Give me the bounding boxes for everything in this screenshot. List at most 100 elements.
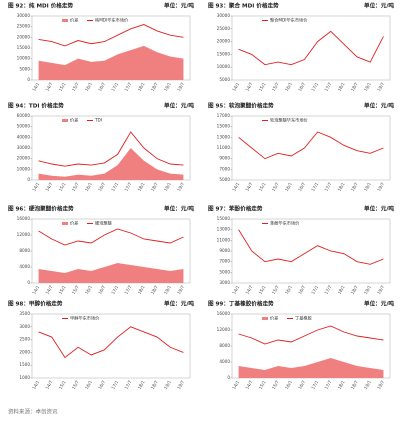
y-tick-label: 12000 [17, 232, 31, 237]
x-tick-label: 17/7 [323, 284, 332, 295]
x-tick-label: 14/7 [244, 81, 253, 92]
x-tick-label: 15/7 [71, 379, 80, 390]
y-tick-label: 10000 [17, 166, 31, 171]
y-tick-label: 7000 [219, 166, 230, 171]
legend-swatch [262, 317, 268, 320]
x-tick-label: 15/1 [258, 379, 267, 390]
x-tick-label: 17/1 [110, 284, 119, 295]
x-tick-label: 19/1 [363, 81, 372, 92]
x-tick-label: 15/1 [258, 81, 267, 92]
y-tick-label: 13000 [217, 227, 231, 232]
y-tick-label: 1500 [19, 362, 30, 367]
x-tick-label: 14/1 [231, 81, 240, 92]
x-tick-label: 19/7 [176, 81, 185, 92]
x-tick-label: 15/7 [71, 181, 80, 192]
y-tick-label: 9000 [219, 156, 230, 161]
y-tick-label: 13000 [217, 134, 231, 139]
line [38, 326, 184, 359]
legend-swatch [62, 222, 68, 225]
x-tick-label: 19/1 [163, 379, 172, 390]
y-tick-label: 2000 [19, 349, 30, 354]
x-tick-label: 17/1 [310, 284, 319, 295]
y-tick-label: 4000 [19, 264, 30, 269]
area [38, 148, 184, 180]
y-tick-label: 15000 [17, 45, 31, 50]
x-tick-label: 19/7 [176, 379, 185, 390]
line [38, 24, 184, 47]
x-tick-label: 14/7 [244, 284, 253, 295]
x-tick-label: 15/7 [271, 81, 280, 92]
x-tick-label: 16/1 [284, 181, 293, 192]
y-tick-label: 0 [27, 280, 30, 285]
y-tick-label: 10000 [217, 64, 231, 69]
x-tick-label: 18/1 [137, 181, 146, 192]
x-tick-label: 14/7 [44, 379, 53, 390]
chart-title: 图 92：纯 MDI 价格走势 [8, 2, 73, 10]
legend-label: 价差 [270, 315, 278, 321]
x-tick-label: 19/1 [363, 284, 372, 295]
legend-label: 纯MDI华东市场价 [95, 17, 129, 24]
y-tick-label: 20000 [17, 34, 31, 39]
x-tick-label: 15/7 [71, 284, 80, 295]
x-tick-label: 14/7 [44, 284, 53, 295]
x-tick-label: 15/7 [271, 379, 280, 390]
x-tick-label: 16/7 [97, 181, 106, 192]
x-tick-label: 18/1 [337, 379, 346, 390]
y-tick-label: 1000 [19, 375, 30, 380]
x-tick-label: 16/1 [84, 379, 93, 390]
plot-frame [231, 115, 391, 181]
x-tick-label: 18/1 [137, 379, 146, 390]
x-tick-label: 19/7 [376, 181, 385, 192]
legend-label: 价差 [70, 117, 78, 123]
x-tick-label: 16/7 [297, 379, 306, 390]
x-tick-label: 14/7 [44, 81, 53, 92]
x-tick-label: 18/1 [337, 284, 346, 295]
x-tick-label: 16/7 [297, 181, 306, 192]
x-tick-label: 17/7 [323, 379, 332, 390]
y-tick-label: 5000 [19, 66, 30, 71]
y-tick-label: 0 [27, 77, 30, 82]
x-tick-label: 14/1 [31, 284, 40, 295]
x-tick-label: 16/7 [97, 284, 106, 295]
line [38, 131, 184, 167]
y-tick-label: 30000 [17, 145, 31, 150]
chart-unit: 单位：元/吨 [164, 102, 194, 110]
plot-frame [231, 218, 391, 284]
footer: 资料来源：卓创资讯 [8, 408, 58, 416]
y-tick-label: 12000 [217, 327, 231, 332]
chart-title: 图 96：硬泡聚醚价格走势 [8, 205, 74, 213]
x-tick-label: 17/1 [310, 81, 319, 92]
y-tick-label: 2500 [19, 337, 30, 342]
x-tick-label: 18/1 [337, 81, 346, 92]
x-tick-label: 15/1 [58, 379, 67, 390]
y-tick-label: 25000 [217, 26, 231, 31]
x-tick-label: 17/7 [123, 81, 132, 92]
x-tick-label: 17/7 [323, 81, 332, 92]
chart-unit: 单位：元/吨 [164, 205, 194, 213]
y-tick-label: 3000 [219, 280, 230, 285]
y-tick-label: 8000 [219, 343, 230, 348]
chart-unit: 单位：元/吨 [164, 2, 194, 10]
x-tick-label: 18/7 [150, 379, 159, 390]
x-tick-label: 18/7 [350, 181, 359, 192]
x-tick-label: 19/7 [176, 181, 185, 192]
legend-label: TDI [94, 118, 102, 123]
y-tick-label: 17000 [217, 113, 231, 118]
x-tick-label: 16/1 [84, 181, 93, 192]
line [238, 229, 384, 265]
x-tick-label: 17/1 [110, 181, 119, 192]
y-tick-label: 11000 [217, 145, 231, 150]
x-tick-label: 16/1 [84, 284, 93, 295]
x-tick-label: 18/7 [350, 284, 359, 295]
legend-label: 软泡聚醚华东市场价 [270, 117, 309, 124]
x-tick-label: 17/1 [110, 81, 119, 92]
x-tick-label: 14/7 [244, 181, 253, 192]
x-tick-label: 16/7 [297, 284, 306, 295]
x-tick-label: 17/7 [123, 181, 132, 192]
y-tick-label: 15000 [217, 216, 231, 221]
y-tick-label: 3000 [19, 324, 30, 329]
x-tick-label: 19/1 [363, 181, 372, 192]
x-tick-label: 19/7 [376, 284, 385, 295]
y-tick-label: 40000 [17, 134, 31, 139]
x-tick-label: 16/7 [297, 81, 306, 92]
